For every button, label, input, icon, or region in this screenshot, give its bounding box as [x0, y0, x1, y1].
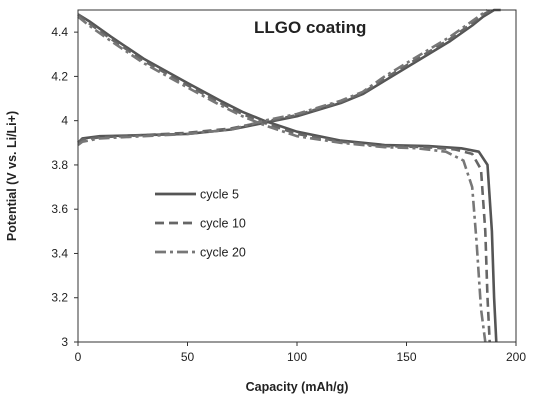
y-tick-label: 3.4 — [51, 246, 68, 260]
series-line-cycle-5-discharge — [78, 14, 496, 342]
y-tick-label: 4 — [61, 114, 68, 128]
legend-label-cycle-5: cycle 5 — [200, 188, 239, 202]
axis-ticks: 0 50 100 150 200 3 3.2 3.4 3.6 3.8 4 4.2 4.4 — [51, 25, 526, 364]
x-axis-title: Capacity (mAh/g) — [246, 380, 349, 394]
y-axis-title: Potential (V vs. Li/Li+) — [5, 111, 19, 241]
y-tick-label: 4.4 — [51, 25, 68, 39]
x-tick-label: 100 — [287, 350, 307, 364]
y-tick-label: 3.2 — [51, 291, 68, 305]
chart-title: LLGO coating — [254, 18, 366, 37]
x-tick-label: 50 — [181, 350, 195, 364]
y-tick-label: 4.2 — [51, 69, 68, 83]
y-tick-label: 3.8 — [51, 158, 68, 172]
x-tick-label: 200 — [506, 350, 526, 364]
x-tick-label: 150 — [396, 350, 416, 364]
y-tick-label: 3 — [61, 335, 68, 349]
legend-label-cycle-10: cycle 10 — [200, 217, 246, 231]
series-line-cycle-10-discharge — [78, 14, 490, 342]
x-tick-label: 0 — [75, 350, 82, 364]
legend: cycle 5 cycle 10 cycle 20 — [155, 188, 246, 260]
legend-label-cycle-20: cycle 20 — [200, 246, 246, 260]
series-line-cycle-20-discharge — [78, 17, 485, 342]
y-tick-label: 3.6 — [51, 202, 68, 216]
plot-lines — [78, 10, 501, 342]
